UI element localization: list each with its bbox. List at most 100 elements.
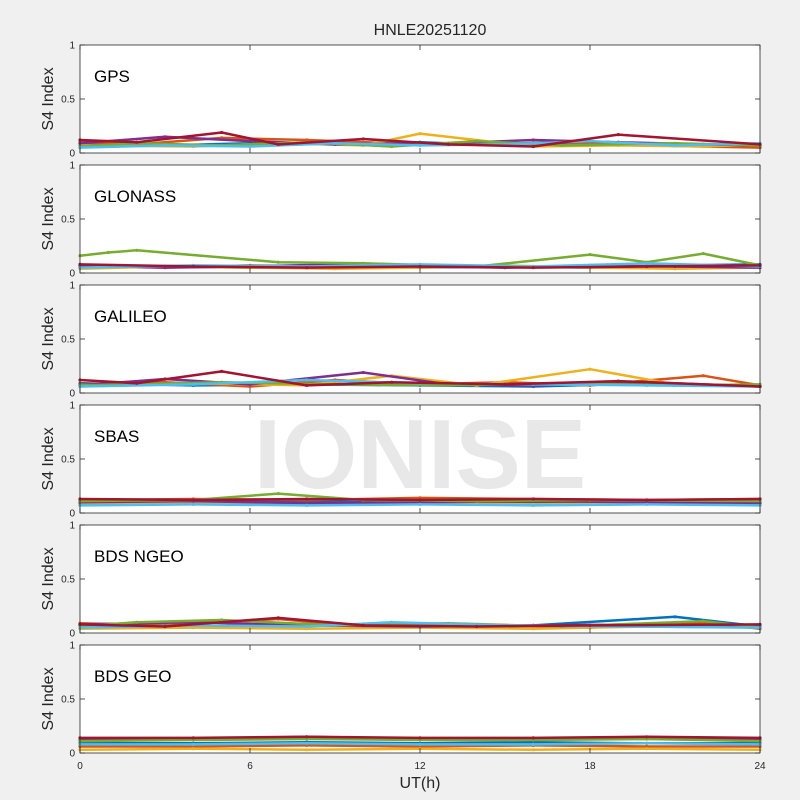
- data-point: [191, 626, 195, 630]
- y-axis-label: S4 Index: [40, 547, 57, 610]
- data-point: [645, 741, 649, 745]
- data-point: [531, 748, 535, 752]
- y-tick-label: 1: [69, 521, 75, 532]
- data-point: [531, 627, 535, 631]
- panel-bds-geo: BDS GEO 0 0.5 1 S4 Index 0 6 12 18 24: [40, 641, 766, 773]
- data-point: [418, 264, 422, 269]
- data-point: [305, 378, 309, 382]
- y-axis-label: S4 Index: [40, 667, 57, 730]
- data-point: [645, 498, 649, 502]
- data-point: [645, 744, 649, 749]
- data-point: [418, 736, 422, 740]
- data-point: [305, 624, 309, 629]
- y-tick-label: 1: [69, 41, 75, 52]
- data-point: [305, 627, 309, 631]
- data-point: [475, 139, 479, 143]
- series-line-7: [78, 370, 762, 388]
- data-point: [390, 380, 394, 384]
- y-tick-label: 0: [69, 149, 75, 160]
- data-point: [645, 383, 649, 387]
- data-point: [673, 143, 677, 147]
- data-point: [191, 736, 195, 740]
- data-point: [163, 135, 167, 139]
- data-point: [305, 741, 309, 745]
- data-point: [531, 742, 535, 747]
- data-point: [673, 615, 677, 619]
- data-point: [390, 620, 394, 624]
- data-point: [361, 370, 365, 375]
- x-tick-label: 12: [414, 761, 426, 772]
- data-point: [220, 130, 224, 135]
- data-point: [701, 252, 705, 256]
- y-tick-label: 0.5: [61, 95, 75, 106]
- data-point: [191, 264, 195, 269]
- data-point: [531, 736, 535, 740]
- data-point: [418, 502, 422, 506]
- data-point: [305, 503, 309, 507]
- data-point: [588, 367, 592, 371]
- y-tick-label: 0: [69, 509, 75, 520]
- data-point: [305, 735, 309, 739]
- data-point: [645, 261, 649, 265]
- panel-bds-ngeo: BDS NGEO 0 0.5 1 S4 Index: [40, 521, 762, 640]
- data-point: [305, 737, 309, 741]
- data-point: [616, 133, 620, 137]
- data-point: [588, 623, 592, 628]
- y-tick-label: 0.5: [61, 455, 75, 466]
- data-point: [616, 379, 620, 383]
- data-point: [191, 382, 195, 386]
- data-point: [361, 623, 365, 628]
- data-point: [503, 382, 507, 386]
- y-axis-label: S4 Index: [40, 187, 57, 250]
- figure-title: HNLE20251120: [374, 22, 487, 39]
- plot-area: [80, 525, 760, 633]
- data-point: [305, 383, 309, 387]
- y-tick-label: 0.5: [61, 695, 75, 706]
- y-tick-label: 1: [69, 641, 75, 652]
- data-point: [418, 132, 422, 136]
- panel-label: GPS: [94, 67, 130, 86]
- data-point: [220, 618, 224, 622]
- data-point: [588, 253, 592, 257]
- panel-label: GALILEO: [94, 307, 167, 326]
- y-tick-label: 0: [69, 629, 75, 640]
- panel-label: SBAS: [94, 427, 139, 446]
- panel-sbas: SBAS 0 0.5 1 S4 Index: [40, 401, 762, 520]
- watermark: IONISE: [254, 399, 586, 509]
- x-tick-label: 24: [754, 761, 766, 772]
- panel-gps: GPS 0 0.5 1 S4 Index: [40, 41, 762, 160]
- data-point: [645, 264, 649, 269]
- data-point: [163, 624, 167, 629]
- y-axis-label: S4 Index: [40, 307, 57, 370]
- data-point: [645, 735, 649, 739]
- data-point: [475, 624, 479, 629]
- data-point: [673, 267, 677, 271]
- data-point: [135, 620, 139, 624]
- x-tick-label: 18: [584, 761, 596, 772]
- panel-galileo: GALILEO 0 0.5 1 S4 Index: [40, 281, 762, 400]
- data-point: [191, 502, 195, 506]
- data-point: [305, 138, 309, 142]
- plot-area: [80, 645, 760, 753]
- x-axis-label: UT(h): [400, 775, 441, 792]
- series-line-4: [78, 371, 762, 388]
- y-tick-label: 0.5: [61, 575, 75, 586]
- data-point: [276, 260, 280, 264]
- y-tick-label: 0.5: [61, 215, 75, 226]
- y-tick-label: 0: [69, 749, 75, 760]
- data-point: [588, 139, 592, 143]
- y-axis-label: S4 Index: [40, 427, 57, 490]
- series-line-5: [78, 618, 762, 629]
- data-point: [135, 140, 139, 144]
- data-point: [276, 616, 280, 620]
- y-tick-label: 0.5: [61, 335, 75, 346]
- data-point: [276, 142, 280, 146]
- data-point: [446, 142, 450, 146]
- data-point: [560, 143, 564, 147]
- y-tick-label: 1: [69, 281, 75, 292]
- data-point: [305, 497, 309, 501]
- data-point: [220, 369, 224, 373]
- data-point: [276, 492, 280, 496]
